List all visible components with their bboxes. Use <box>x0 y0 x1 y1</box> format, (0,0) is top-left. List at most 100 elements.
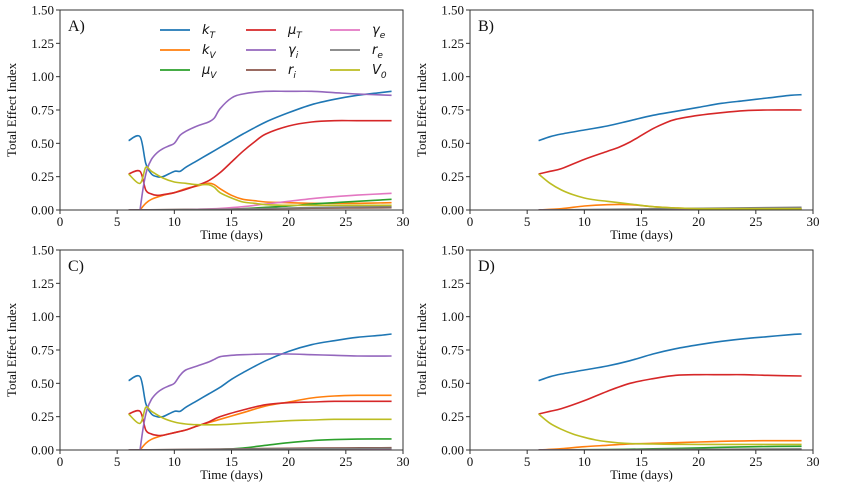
legend-label-base: γ <box>372 23 381 38</box>
y-tick-label: 0.00 <box>31 203 54 218</box>
legend-label-base: r <box>372 43 379 58</box>
y-tick-label: 0.25 <box>441 169 464 184</box>
x-tick-label: 10 <box>578 214 591 229</box>
series-line-gammaI <box>139 90 392 210</box>
svg-text:γe: γe <box>372 23 386 41</box>
x-axis-label: Time (days) <box>610 467 673 482</box>
y-axis: 0.00 0.25 0.50 0.75 1.00 1.25 1.50 <box>31 3 60 218</box>
legend-item: ri <box>246 63 296 81</box>
series-group <box>128 90 392 210</box>
x-tick-label: 30 <box>807 214 820 229</box>
legend-label-base: μ <box>201 63 210 78</box>
y-tick-label: 1.50 <box>441 3 464 18</box>
y-tick-label: 1.25 <box>441 276 464 291</box>
x-axis: 0 5 10 15 20 25 30 <box>467 450 820 469</box>
legend-label-base: V <box>372 63 382 78</box>
y-axis-label: Total Effect Index <box>414 302 429 397</box>
y-tick-label: 0.75 <box>441 343 464 358</box>
x-tick-label: 5 <box>114 454 121 469</box>
x-tick-label: 25 <box>339 454 352 469</box>
plot-frame <box>59 9 404 211</box>
x-tick-label: 5 <box>524 214 531 229</box>
y-tick-label: 0.50 <box>441 376 464 391</box>
series-line-V0 <box>538 173 802 210</box>
svg-text:V0: V0 <box>372 63 387 81</box>
x-tick-label: 0 <box>57 214 64 229</box>
y-tick-label: 1.50 <box>441 243 464 258</box>
series-group <box>128 333 392 450</box>
series-line-kV <box>538 439 802 450</box>
x-tick-label: 20 <box>282 214 295 229</box>
y-tick-label: 0.00 <box>441 443 464 458</box>
legend-label-sub: i <box>293 71 296 81</box>
x-tick-label: 20 <box>692 454 705 469</box>
svg-text:re: re <box>372 43 383 61</box>
y-tick-label: 1.50 <box>31 3 54 18</box>
x-tick-label: 5 <box>524 454 531 469</box>
x-tick-label: 0 <box>57 454 64 469</box>
y-axis-label: Total Effect Index <box>4 62 19 157</box>
series-line-kT <box>538 333 802 382</box>
x-tick-label: 30 <box>807 454 820 469</box>
y-tick-label: 0.25 <box>31 409 54 424</box>
series-line-gammaI <box>139 353 392 450</box>
x-axis-label: Time (days) <box>610 227 673 242</box>
series-line-V0 <box>128 166 392 207</box>
x-tick-label: 10 <box>578 454 591 469</box>
x-axis: 0 5 10 15 20 25 30 <box>57 450 410 469</box>
x-tick-label: 15 <box>635 214 648 229</box>
panel-label: B) <box>478 18 494 35</box>
legend-item: V0 <box>330 63 387 81</box>
y-axis: 0.00 0.25 0.50 0.75 1.00 1.25 1.50 <box>31 243 60 458</box>
x-tick-label: 15 <box>635 454 648 469</box>
legend-label-base: r <box>288 63 295 78</box>
svg-text:γi: γi <box>288 43 299 61</box>
y-tick-label: 0.50 <box>31 136 54 151</box>
panel-label: A) <box>68 18 85 35</box>
x-tick-label: 30 <box>397 454 410 469</box>
y-tick-label: 1.00 <box>31 69 54 84</box>
legend-label-sub: e <box>377 51 383 61</box>
legend-item: kT <box>160 23 217 41</box>
y-tick-label: 0.00 <box>31 443 54 458</box>
svg-text:kV: kV <box>202 43 217 61</box>
panel-label: C) <box>68 258 84 275</box>
x-tick-label: 0 <box>467 214 474 229</box>
legend-label-base: γ <box>288 43 297 58</box>
y-tick-label: 0.75 <box>31 343 54 358</box>
y-tick-label: 0.25 <box>441 409 464 424</box>
y-tick-label: 0.75 <box>441 103 464 118</box>
legend-label-sub: V <box>210 71 217 81</box>
y-tick-label: 0.25 <box>31 169 54 184</box>
x-axis-label: Time (days) <box>200 467 263 482</box>
svg-text:μT: μT <box>287 23 303 41</box>
legend: kT kV μV μT γi ri γe re V0 <box>160 23 387 81</box>
y-axis-label: Total Effect Index <box>4 302 19 397</box>
y-tick-label: 1.25 <box>31 36 54 51</box>
x-tick-label: 25 <box>339 214 352 229</box>
series-line-kT <box>128 333 392 418</box>
legend-label-base: k <box>202 23 210 38</box>
legend-label-sub: T <box>296 31 303 41</box>
x-tick-label: 20 <box>282 454 295 469</box>
legend-item: γi <box>246 43 299 61</box>
x-tick-label: 20 <box>692 214 705 229</box>
panel-a: A) 0 5 10 15 20 25 30 0.00 0.25 0.50 0.75 1.00 1.25… <box>4 3 410 243</box>
series-line-muT <box>128 119 392 197</box>
panel-c: C) 0 5 10 15 20 25 30 0.00 0.25 0.50 0.75 1.00 1.25… <box>4 243 410 483</box>
y-tick-label: 0.00 <box>441 203 464 218</box>
x-tick-label: 0 <box>467 454 474 469</box>
x-tick-label: 15 <box>225 454 238 469</box>
y-tick-label: 1.50 <box>31 243 54 258</box>
series-line-kT <box>128 90 392 178</box>
series-line-muT <box>538 373 802 415</box>
y-tick-label: 0.50 <box>31 376 54 391</box>
y-tick-label: 1.25 <box>441 36 464 51</box>
legend-label-sub: T <box>210 31 217 41</box>
plot-frame <box>469 9 814 211</box>
x-tick-label: 25 <box>749 454 762 469</box>
x-tick-label: 15 <box>225 214 238 229</box>
legend-label-sub: e <box>380 31 386 41</box>
x-tick-label: 5 <box>114 214 121 229</box>
